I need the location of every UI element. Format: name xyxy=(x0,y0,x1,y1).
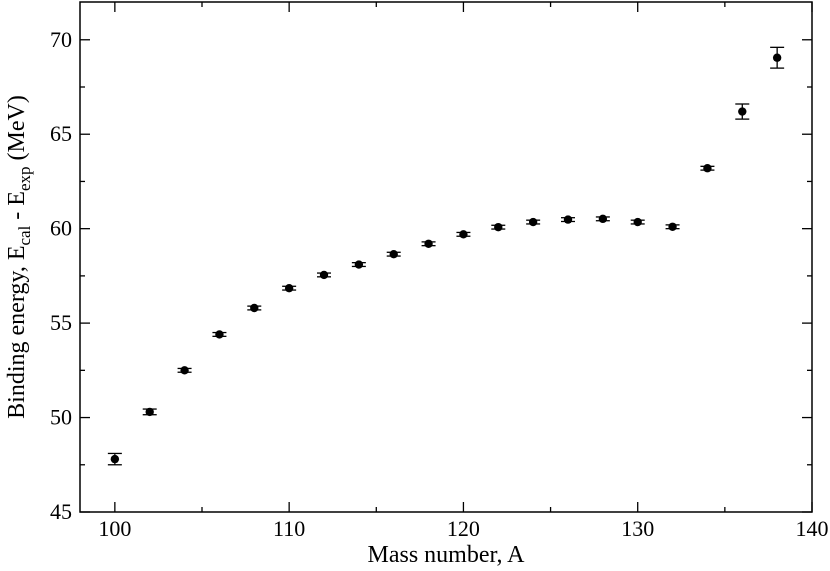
x-tick-label: 100 xyxy=(98,516,131,541)
axis-ticks xyxy=(80,2,813,513)
data-point xyxy=(212,330,227,339)
data-point xyxy=(561,215,575,224)
y-axis-title-sub-exp: exp xyxy=(15,166,34,191)
point-marker xyxy=(110,454,120,464)
point-marker xyxy=(703,164,712,173)
point-marker xyxy=(459,230,468,239)
data-point xyxy=(421,239,436,248)
y-axis-title-mid: - E xyxy=(4,191,30,226)
data-point xyxy=(595,214,610,224)
data-point xyxy=(665,222,680,231)
y-axis-title-suffix: (MeV) xyxy=(4,95,30,166)
data-point xyxy=(770,46,785,69)
data-point xyxy=(735,103,750,120)
data-point xyxy=(282,283,297,293)
point-marker xyxy=(284,283,294,293)
x-axis-title: Mass number, A xyxy=(367,542,525,568)
point-marker xyxy=(598,214,608,224)
point-marker xyxy=(354,260,364,269)
data-point xyxy=(526,217,541,227)
y-tick-label: 45 xyxy=(50,499,72,524)
y-tick-label: 50 xyxy=(50,405,72,430)
data-point xyxy=(351,260,366,269)
data-point xyxy=(700,164,715,173)
x-tick-label: 110 xyxy=(273,516,305,541)
data-point xyxy=(142,407,157,417)
data-points xyxy=(107,46,785,466)
point-marker xyxy=(563,215,573,224)
y-axis-title: Binding energy, Ecal - Eexp (MeV) xyxy=(4,95,34,419)
point-marker xyxy=(145,407,154,417)
y-axis-title-sub-cal: cal xyxy=(15,225,34,245)
point-marker xyxy=(633,217,642,227)
y-tick-label: 65 xyxy=(50,121,72,146)
point-marker xyxy=(250,303,259,313)
point-marker xyxy=(772,53,782,62)
data-point xyxy=(386,249,401,259)
x-tick-label: 140 xyxy=(796,516,829,541)
data-point xyxy=(107,452,122,466)
plot-frame xyxy=(79,1,813,513)
y-tick-label: 55 xyxy=(50,310,72,335)
data-point xyxy=(630,217,645,227)
data-point xyxy=(491,222,506,232)
x-tick-label: 120 xyxy=(447,516,480,541)
data-point xyxy=(247,303,262,313)
data-point xyxy=(177,366,192,375)
point-marker xyxy=(668,222,677,231)
point-marker xyxy=(424,239,433,248)
data-point xyxy=(317,270,331,280)
point-marker xyxy=(738,107,747,116)
x-tick-label: 130 xyxy=(621,516,654,541)
point-marker xyxy=(180,366,189,375)
point-marker xyxy=(319,270,329,280)
y-axis-title-prefix: Binding energy, E xyxy=(4,246,30,419)
point-marker xyxy=(389,249,398,259)
point-marker xyxy=(528,217,538,227)
point-marker xyxy=(215,330,224,339)
y-tick-label: 70 xyxy=(50,27,72,52)
axis-tick-labels: 100 110 120 130 140 45 50 55 60 65 70 xyxy=(50,27,829,541)
y-tick-label: 60 xyxy=(50,216,72,241)
data-point xyxy=(456,230,471,239)
point-marker xyxy=(494,222,503,232)
